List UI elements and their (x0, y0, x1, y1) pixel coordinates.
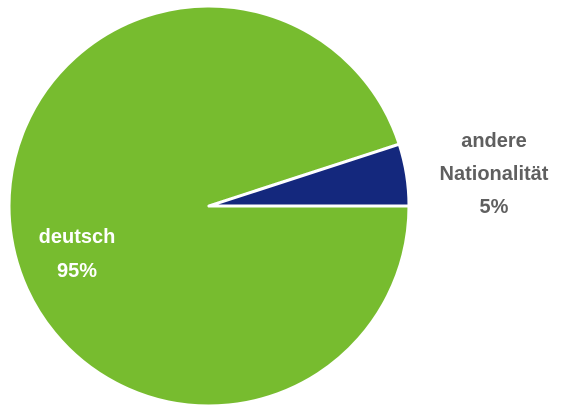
slice-value-deutsch: 95% (57, 260, 97, 282)
pie-slices (7, 4, 411, 405)
slice-label-deutsch: deutsch (39, 226, 116, 248)
slice-label-andere-line2: Nationalität (440, 163, 549, 185)
slice-value-andere: 5% (480, 196, 509, 218)
slice-label-andere-line1: andere (461, 130, 527, 152)
slice-andere-nationalitaet (207, 142, 411, 208)
